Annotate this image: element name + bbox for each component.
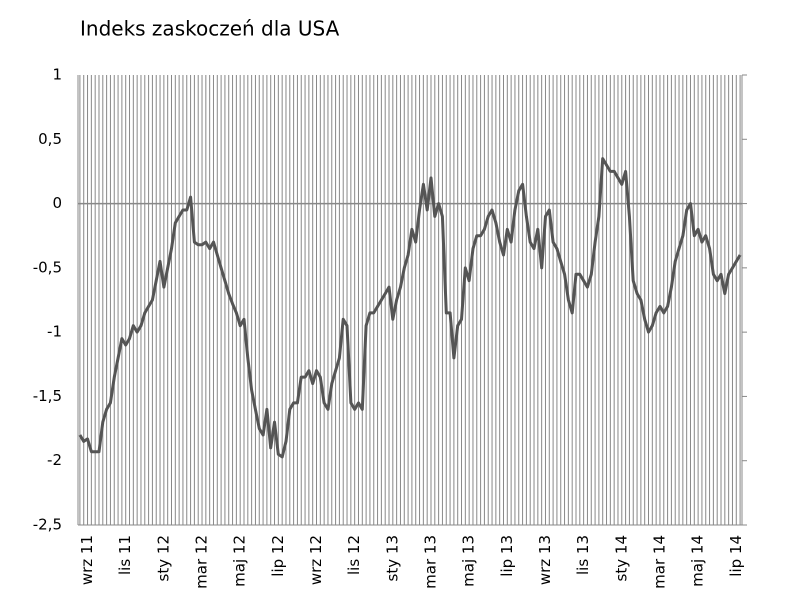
x-tick-label: lis 13 (574, 535, 592, 575)
y-tick-label: -2 (47, 451, 62, 469)
y-tick-label: -1 (47, 323, 62, 341)
x-tick-label: wrz 13 (536, 535, 554, 585)
x-tick-label: sty 13 (383, 535, 401, 581)
x-tick-label: lip 12 (269, 535, 287, 577)
x-tick-label: lip 13 (498, 535, 516, 577)
y-tick-label: 1 (52, 66, 62, 84)
x-tick-label: wrz 12 (307, 535, 325, 585)
data-line (78, 157, 742, 459)
x-tick-label: lis 12 (345, 535, 363, 575)
x-tick-label: mar 13 (421, 535, 439, 589)
x-tick-label: maj 13 (460, 535, 478, 587)
x-tick-label: mar 14 (650, 535, 668, 589)
y-tick-label: 0,5 (38, 130, 62, 148)
y-tick-label: 0 (52, 194, 62, 212)
x-tick-label: wrz 11 (78, 535, 96, 585)
chart-title: Indeks zaskoczeń dla USA (80, 17, 340, 41)
x-tick-label: sty 14 (612, 535, 630, 581)
x-tick-label: maj 12 (231, 535, 249, 587)
x-tick-label: lis 11 (116, 535, 134, 575)
x-tick-label: sty 12 (154, 535, 172, 581)
x-tick-label: lip 14 (727, 535, 745, 577)
y-tick-label: -2,5 (33, 516, 62, 534)
x-tick-label: mar 12 (193, 535, 211, 589)
y-tick-label: -0,5 (33, 258, 62, 276)
x-tick-label: maj 14 (689, 535, 707, 587)
y-tick-label: -1,5 (33, 387, 62, 405)
